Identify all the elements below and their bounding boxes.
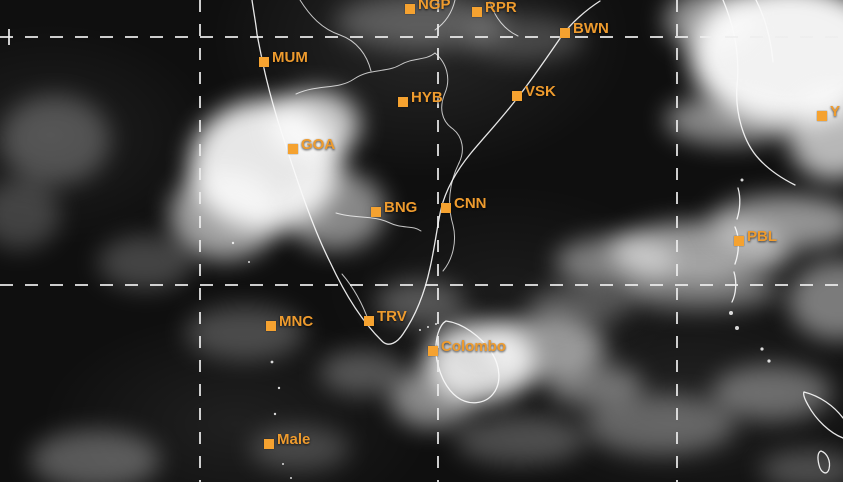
latitude-gridline: [0, 36, 843, 38]
station-label: GOA: [301, 136, 336, 153]
cloud-blob: [390, 368, 475, 428]
station-label: CNN: [454, 195, 487, 212]
left-edge-grid-tick: [8, 29, 10, 45]
cloud-blob: [30, 430, 160, 482]
cloud-blob: [665, 0, 755, 50]
station-marker-icon: [441, 203, 451, 213]
station-marker-icon: [364, 316, 374, 326]
cloud-blob: [285, 170, 385, 250]
cloud-blob: [270, 90, 360, 160]
andaman-island-north: [736, 187, 741, 220]
longitude-gridline: [437, 0, 439, 482]
longitude-gridline: [676, 0, 678, 482]
cloud-blob: [485, 315, 605, 380]
station-label: MNC: [279, 313, 314, 330]
latitude-gridline: [0, 284, 843, 286]
sumatra-west-coast: [802, 391, 843, 439]
cloud-blob: [665, 95, 795, 145]
cloud-blob: [170, 170, 280, 260]
station-label: Male: [277, 431, 311, 448]
station-marker-icon: [405, 4, 415, 14]
cloud-blob: [710, 195, 843, 250]
station-marker-icon: [259, 57, 269, 67]
station-marker-icon: [472, 7, 482, 17]
cloud-blob: [320, 350, 405, 395]
station-label: Y: [830, 103, 841, 120]
cloud-blob: [455, 415, 585, 465]
myanmar-river-line: [755, 0, 774, 63]
station-marker-icon: [560, 28, 570, 38]
longitude-gridline: [199, 0, 201, 482]
station-label: HYB: [411, 89, 443, 106]
station-label: VSK: [525, 83, 556, 100]
island-off-sumatra: [817, 450, 831, 474]
station-marker-icon: [288, 144, 298, 154]
station-label: Colombo: [441, 338, 506, 355]
cloud-blob: [555, 237, 675, 287]
andaman-island-south: [731, 271, 737, 303]
station-label: MUM: [272, 49, 308, 66]
station-label: RPR: [485, 0, 517, 16]
station-label: NGP: [418, 0, 451, 13]
cloud-blob: [0, 95, 110, 185]
cloud-blob: [620, 270, 780, 310]
cloud-blob: [98, 235, 193, 290]
station-marker-icon: [398, 97, 408, 107]
station-label: BWN: [573, 20, 609, 37]
cloud-blob: [548, 363, 643, 408]
cloud-blob: [465, 16, 585, 61]
station-marker-icon: [817, 111, 827, 121]
station-marker-icon: [264, 439, 274, 449]
station-label: PBL: [747, 228, 777, 245]
station-marker-icon: [734, 236, 744, 246]
sumatra-north-coast: [803, 391, 843, 419]
cloud-blob: [585, 395, 735, 455]
station-marker-icon: [371, 207, 381, 217]
station-label: TRV: [377, 308, 407, 325]
station-marker-icon: [428, 346, 438, 356]
cloud-blob: [185, 305, 305, 360]
station-marker-icon: [512, 91, 522, 101]
cloud-blob: [530, 285, 630, 325]
station-label: BNG: [384, 199, 418, 216]
station-marker-icon: [266, 321, 276, 331]
